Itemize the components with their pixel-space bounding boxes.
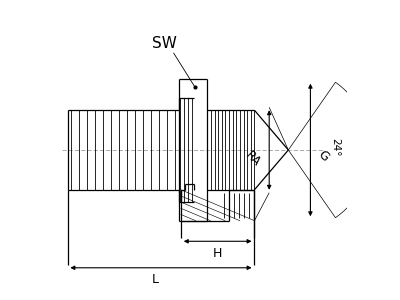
- Text: G: G: [316, 148, 332, 164]
- Text: SW: SW: [152, 37, 177, 52]
- Text: 24°: 24°: [330, 138, 340, 156]
- Text: H: H: [213, 247, 222, 260]
- Text: RA: RA: [243, 149, 263, 169]
- Text: L: L: [152, 273, 158, 286]
